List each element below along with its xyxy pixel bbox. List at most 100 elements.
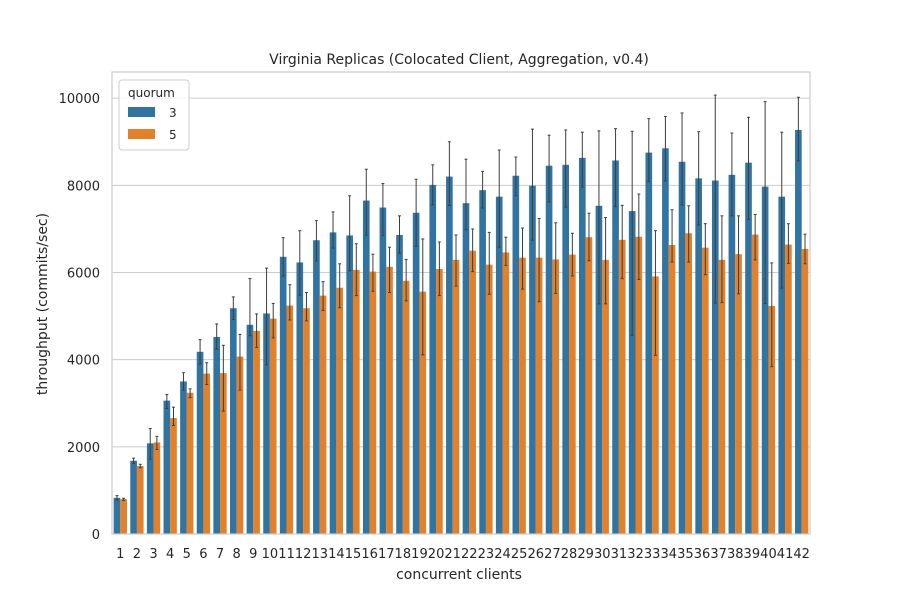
error-bar-quorum-3-clients-37: [713, 94, 717, 304]
error-bar-quorum-3-clients-15: [348, 195, 352, 272]
x-tick-labels: 1 2 3 4 5 6 7 8 9 10 11 12 13 14 15 16 17 18 19 20 21 22 23 24 2…: [116, 547, 810, 562]
legend-label-quorum-5: 5: [169, 128, 177, 142]
error-bar-quorum-3-clients-29: [580, 131, 584, 188]
error-bar-quorum-5-clients-18: [404, 258, 408, 302]
error-bar-quorum-3-clients-34: [663, 115, 667, 182]
error-bar-quorum-3-clients-27: [547, 134, 551, 203]
bar-quorum-3-clients-13: [313, 240, 320, 534]
error-bar-quorum-3-clients-20: [431, 164, 435, 206]
x-tick-label: 1: [116, 547, 124, 562]
x-tick-label: 21: [444, 547, 461, 562]
bar-quorum-3-clients-37: [711, 180, 719, 534]
error-bar-quorum-3-clients-40: [763, 101, 767, 304]
error-bar-quorum-3-clients-26: [530, 128, 534, 241]
bar-quorum-5-clients-21: [452, 259, 460, 534]
error-bar-quorum-3-clients-2: [132, 457, 136, 464]
bar-quorum-5-clients-7: [220, 373, 227, 534]
x-tick-label: 19: [411, 547, 428, 562]
plot-frame: [111, 71, 811, 535]
x-tick-label: 29: [577, 547, 594, 562]
bar-quorum-3-clients-3: [146, 443, 154, 534]
bar-quorum-5-clients-27: [552, 259, 560, 534]
error-bar-quorum-3-clients-32: [630, 130, 634, 336]
x-tick-label: 5: [183, 547, 191, 562]
bar-quorum-5-clients-41: [785, 244, 792, 534]
bar-quorum-5-clients-1: [120, 499, 127, 534]
bar-quorum-3-clients-39: [745, 162, 752, 534]
error-bar-quorum-5-clients-19: [421, 238, 425, 356]
error-bar-quorum-5-clients-6: [205, 362, 209, 386]
x-tick-label: 2: [133, 547, 141, 562]
bar-quorum-3-clients-36: [695, 178, 702, 534]
error-bar-quorum-3-clients-16: [364, 168, 368, 236]
error-bar-quorum-5-clients-30: [604, 217, 608, 305]
bar-quorum-3-clients-33: [645, 152, 653, 534]
error-bars-group: [115, 94, 807, 501]
bar-quorum-5-clients-33: [652, 276, 659, 534]
x-tick-label: 8: [233, 547, 241, 562]
error-bar-quorum-3-clients-11: [281, 237, 285, 277]
y-tick-label: 8000: [67, 179, 100, 194]
x-tick-label: 6: [199, 547, 207, 562]
x-tick-label: 4: [166, 547, 174, 562]
bar-quorum-5-clients-30: [602, 259, 609, 534]
y-tick-label: 0: [92, 528, 100, 543]
bar-quorum-3-clients-35: [678, 161, 686, 534]
bar-quorum-5-clients-25: [519, 257, 526, 534]
error-bar-quorum-5-clients-1: [122, 497, 126, 501]
x-tick-label: 7: [216, 547, 224, 562]
bar-quorum-3-clients-11: [279, 256, 287, 534]
x-tick-label: 15: [345, 547, 362, 562]
bar-quorum-3-clients-22: [462, 203, 470, 535]
error-bar-quorum-5-clients-40: [770, 262, 774, 368]
x-tick-label: 42: [793, 547, 810, 562]
error-bar-quorum-3-clients-8: [231, 296, 235, 321]
bar-quorum-3-clients-1: [113, 497, 121, 534]
x-tick-label: 16: [361, 547, 378, 562]
bar-quorum-5-clients-42: [801, 248, 809, 534]
x-tick-label: 26: [528, 547, 545, 562]
x-tick-label: 9: [249, 547, 257, 562]
bar-quorum-5-clients-37: [718, 259, 726, 534]
bar-quorum-5-clients-11: [286, 305, 294, 534]
error-bar-quorum-5-clients-11: [288, 284, 292, 321]
error-bar-quorum-3-clients-38: [730, 132, 734, 217]
bar-quorum-3-clients-31: [612, 160, 619, 534]
bar-quorum-5-clients-2: [136, 466, 144, 534]
bar-quorum-5-clients-23: [485, 264, 493, 534]
x-tick-label: 36: [694, 547, 711, 562]
error-bar-quorum-5-clients-13: [321, 281, 325, 311]
error-bar-quorum-5-clients-29: [587, 212, 591, 262]
bars-group: [113, 129, 809, 535]
x-tick-label: 34: [660, 547, 677, 562]
bar-quorum-5-clients-39: [751, 234, 759, 534]
bar-quorum-3-clients-20: [429, 184, 437, 535]
bar-quorum-3-clients-24: [495, 196, 503, 534]
bar-quorum-5-clients-13: [319, 295, 327, 534]
bar-quorum-5-clients-28: [569, 254, 576, 534]
bar-quorum-3-clients-4: [163, 400, 171, 534]
bar-quorum-3-clients-19: [412, 212, 420, 535]
x-tick-label: 12: [295, 547, 312, 562]
legend: quorum 3 5: [118, 79, 190, 151]
error-bar-quorum-3-clients-5: [181, 372, 185, 391]
bar-quorum-5-clients-15: [352, 269, 360, 534]
bar-quorum-5-clients-10: [269, 318, 277, 534]
x-tick-label: 14: [328, 547, 345, 562]
bar-quorum-5-clients-14: [336, 287, 344, 534]
x-tick-label: 41: [777, 547, 794, 562]
bar-quorum-5-clients-16: [369, 271, 377, 534]
error-bar-quorum-5-clients-39: [753, 214, 757, 261]
error-bar-quorum-3-clients-6: [198, 339, 202, 365]
error-bar-quorum-5-clients-28: [570, 232, 574, 277]
error-bar-quorum-5-clients-36: [703, 223, 707, 276]
bar-quorum-3-clients-34: [662, 148, 669, 534]
bar-quorum-3-clients-7: [213, 336, 221, 534]
error-bar-quorum-3-clients-24: [497, 149, 501, 248]
error-bar-quorum-5-clients-20: [437, 241, 441, 297]
bar-quorum-3-clients-14: [329, 232, 337, 534]
bar-quorum-3-clients-5: [180, 381, 187, 534]
bar-quorum-3-clients-32: [628, 211, 636, 535]
bar-quorum-3-clients-27: [545, 165, 553, 534]
